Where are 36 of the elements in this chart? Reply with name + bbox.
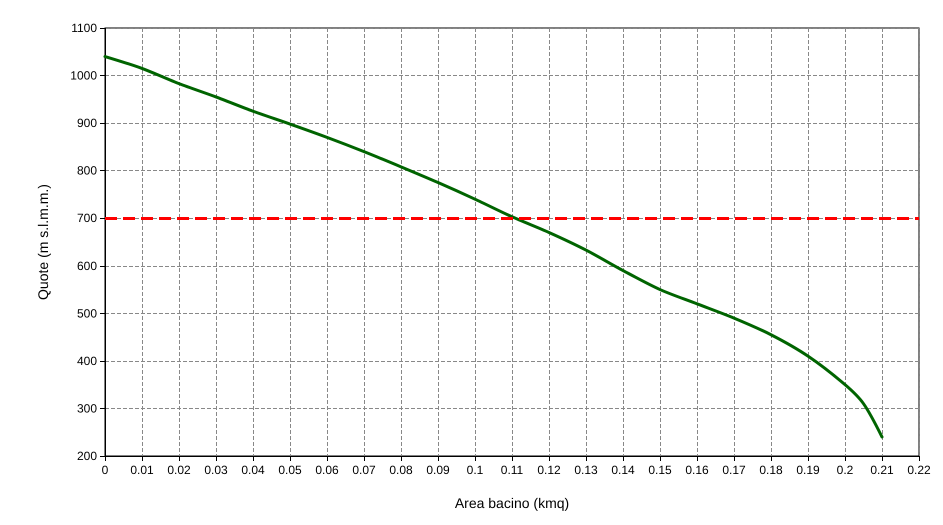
x-tick-label: 0.15: [648, 463, 672, 477]
x-tick-label: 0.05: [278, 463, 302, 477]
x-tick-label: 0.22: [907, 463, 931, 477]
y-tick-label: 700: [76, 211, 98, 226]
x-tick-label: 0.07: [352, 463, 376, 477]
x-tick-label: 0.06: [315, 463, 339, 477]
x-tick-label: 0.19: [796, 463, 820, 477]
x-tick-label: 0.12: [537, 463, 561, 477]
y-tick-label: 200: [76, 449, 98, 463]
x-tick-label: 0.1: [466, 463, 484, 477]
x-tick-label: 0.01: [130, 463, 154, 477]
x-tick-label: 0.02: [167, 463, 191, 477]
y-tick-label: 600: [76, 258, 98, 273]
y-tick-label: 1100: [71, 21, 98, 35]
x-tick-label: 0.17: [722, 463, 746, 477]
x-tick-label: 0.11: [500, 463, 524, 477]
x-tick-label: 0.18: [759, 463, 783, 477]
y-tick-label: 300: [76, 401, 98, 416]
x-tick-label: 0.14: [611, 463, 635, 477]
y-tick-label: 1000: [70, 68, 98, 83]
x-tick-label: 0.13: [574, 463, 598, 477]
x-tick-label: 0.2: [836, 463, 854, 477]
x-axis-title: Area bacino (kmq): [454, 495, 570, 511]
x-tick-label: 0.04: [241, 463, 265, 477]
x-tick-label: 0.03: [204, 463, 228, 477]
y-tick-label: 800: [76, 164, 98, 178]
y-tick-label: 900: [76, 116, 98, 130]
y-tick-label: 500: [76, 306, 98, 320]
x-tick-label: 0: [102, 463, 109, 477]
x-tick-label: 0.08: [389, 463, 413, 477]
line-series: [104, 55, 884, 438]
x-tick-label: 0.09: [426, 463, 450, 477]
y-tick-label: 400: [76, 354, 98, 368]
x-tick-label: 0.16: [685, 463, 709, 477]
y-axis-title: Quote (m s.l.m.m.): [35, 184, 51, 300]
x-tick-label: 0.21: [870, 463, 894, 477]
